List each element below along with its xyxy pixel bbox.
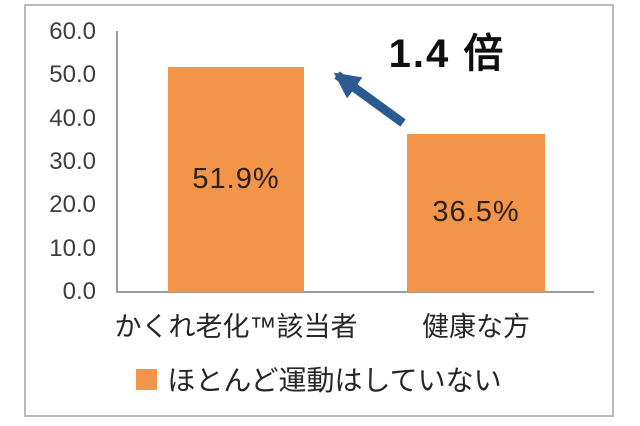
chart-legend: ほとんど運動はしていない (25, 359, 613, 399)
y-tick-label: 40.0 (49, 104, 96, 132)
y-tick-label: 10.0 (49, 234, 96, 262)
x-axis-line (116, 291, 594, 293)
y-tick-label: 20.0 (49, 191, 96, 219)
bar-value-label: 36.5% (432, 196, 520, 229)
y-tick-label: 0.0 (62, 278, 96, 305)
y-tick-label: 60.0 (49, 18, 96, 45)
bar-1: 51.9% (168, 67, 304, 292)
legend-label: ほとんど運動はしていない (167, 365, 502, 396)
ratio-annotation: 1.4 倍 (388, 32, 506, 76)
category-label: かくれ老化™該当者 (114, 312, 358, 342)
bar-value-label: 51.9% (192, 163, 280, 196)
arrow-icon (333, 71, 406, 127)
y-axis-ticks: 60.0 50.0 40.0 30.0 20.0 10.0 0.0 (30, 0, 96, 426)
y-tick-label: 30.0 (49, 148, 96, 175)
category-label: 健康な方 (422, 312, 530, 342)
y-axis-line (116, 31, 118, 292)
bar-2: 36.5% (407, 133, 545, 292)
y-tick-label: 50.0 (49, 61, 96, 89)
legend-swatch (136, 368, 158, 390)
